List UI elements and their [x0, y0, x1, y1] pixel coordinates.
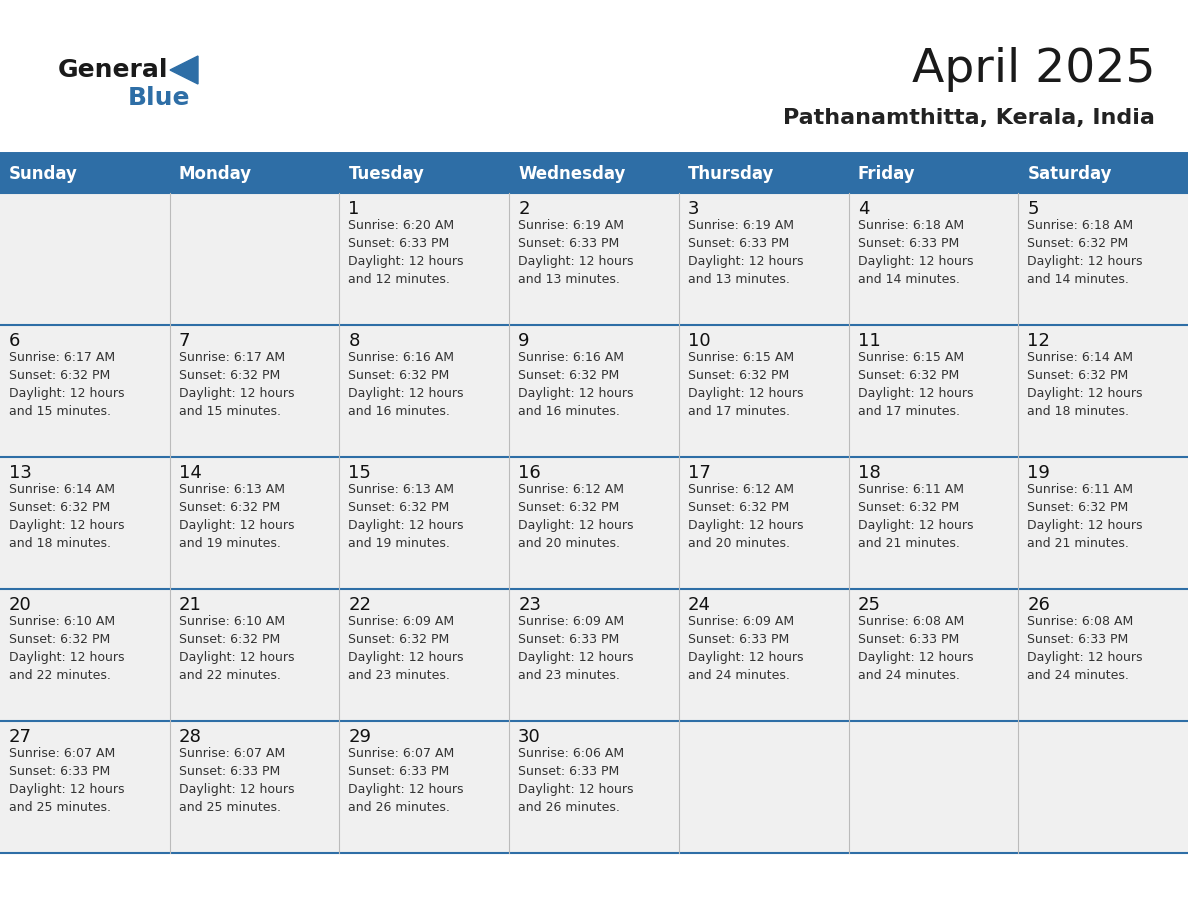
Text: 22: 22	[348, 596, 372, 614]
Text: 26: 26	[1028, 596, 1050, 614]
Text: 5: 5	[1028, 200, 1038, 218]
Polygon shape	[170, 56, 198, 84]
Text: 25: 25	[858, 596, 880, 614]
Text: 7: 7	[178, 332, 190, 350]
Text: Sunrise: 6:14 AM
Sunset: 6:32 PM
Daylight: 12 hours
and 18 minutes.: Sunrise: 6:14 AM Sunset: 6:32 PM Dayligh…	[10, 483, 125, 550]
Text: Sunrise: 6:18 AM
Sunset: 6:32 PM
Daylight: 12 hours
and 14 minutes.: Sunrise: 6:18 AM Sunset: 6:32 PM Dayligh…	[1028, 219, 1143, 286]
Text: Blue: Blue	[128, 86, 190, 110]
Text: Sunrise: 6:11 AM
Sunset: 6:32 PM
Daylight: 12 hours
and 21 minutes.: Sunrise: 6:11 AM Sunset: 6:32 PM Dayligh…	[1028, 483, 1143, 550]
Text: 12: 12	[1028, 332, 1050, 350]
Text: 17: 17	[688, 464, 710, 482]
Text: 4: 4	[858, 200, 870, 218]
Text: Sunrise: 6:06 AM
Sunset: 6:33 PM
Daylight: 12 hours
and 26 minutes.: Sunrise: 6:06 AM Sunset: 6:33 PM Dayligh…	[518, 747, 633, 814]
Text: Sunrise: 6:07 AM
Sunset: 6:33 PM
Daylight: 12 hours
and 25 minutes.: Sunrise: 6:07 AM Sunset: 6:33 PM Dayligh…	[178, 747, 295, 814]
Text: 21: 21	[178, 596, 202, 614]
Text: April 2025: April 2025	[911, 48, 1155, 93]
Text: Sunrise: 6:10 AM
Sunset: 6:32 PM
Daylight: 12 hours
and 22 minutes.: Sunrise: 6:10 AM Sunset: 6:32 PM Dayligh…	[178, 615, 295, 682]
Bar	[0, 589, 1188, 721]
Text: Sunrise: 6:09 AM
Sunset: 6:33 PM
Daylight: 12 hours
and 23 minutes.: Sunrise: 6:09 AM Sunset: 6:33 PM Dayligh…	[518, 615, 633, 682]
Text: 2: 2	[518, 200, 530, 218]
Text: 1: 1	[348, 200, 360, 218]
Text: Sunrise: 6:15 AM
Sunset: 6:32 PM
Daylight: 12 hours
and 17 minutes.: Sunrise: 6:15 AM Sunset: 6:32 PM Dayligh…	[688, 351, 803, 418]
Text: Sunrise: 6:20 AM
Sunset: 6:33 PM
Daylight: 12 hours
and 12 minutes.: Sunrise: 6:20 AM Sunset: 6:33 PM Dayligh…	[348, 219, 465, 286]
Bar	[0, 155, 170, 193]
Text: 29: 29	[348, 728, 372, 746]
Text: 3: 3	[688, 200, 700, 218]
Text: 10: 10	[688, 332, 710, 350]
Bar	[170, 155, 340, 193]
Text: Thursday: Thursday	[688, 165, 775, 183]
Text: Sunrise: 6:07 AM
Sunset: 6:33 PM
Daylight: 12 hours
and 26 minutes.: Sunrise: 6:07 AM Sunset: 6:33 PM Dayligh…	[348, 747, 465, 814]
Bar	[0, 721, 1188, 853]
Text: Monday: Monday	[178, 165, 252, 183]
Text: 27: 27	[10, 728, 32, 746]
Text: 18: 18	[858, 464, 880, 482]
Text: Wednesday: Wednesday	[518, 165, 626, 183]
Text: Friday: Friday	[858, 165, 915, 183]
Text: Sunrise: 6:12 AM
Sunset: 6:32 PM
Daylight: 12 hours
and 20 minutes.: Sunrise: 6:12 AM Sunset: 6:32 PM Dayligh…	[518, 483, 633, 550]
Text: Sunrise: 6:19 AM
Sunset: 6:33 PM
Daylight: 12 hours
and 13 minutes.: Sunrise: 6:19 AM Sunset: 6:33 PM Dayligh…	[688, 219, 803, 286]
Bar	[510, 155, 678, 193]
Text: Sunrise: 6:16 AM
Sunset: 6:32 PM
Daylight: 12 hours
and 16 minutes.: Sunrise: 6:16 AM Sunset: 6:32 PM Dayligh…	[348, 351, 465, 418]
Bar	[1018, 155, 1188, 193]
Text: Sunday: Sunday	[10, 165, 78, 183]
Text: 13: 13	[10, 464, 32, 482]
Text: Tuesday: Tuesday	[348, 165, 424, 183]
Text: General: General	[58, 58, 169, 82]
Bar	[848, 155, 1018, 193]
Text: 23: 23	[518, 596, 542, 614]
Text: Sunrise: 6:11 AM
Sunset: 6:32 PM
Daylight: 12 hours
and 21 minutes.: Sunrise: 6:11 AM Sunset: 6:32 PM Dayligh…	[858, 483, 973, 550]
Text: Sunrise: 6:12 AM
Sunset: 6:32 PM
Daylight: 12 hours
and 20 minutes.: Sunrise: 6:12 AM Sunset: 6:32 PM Dayligh…	[688, 483, 803, 550]
Text: 15: 15	[348, 464, 372, 482]
Text: 28: 28	[178, 728, 202, 746]
Text: Sunrise: 6:18 AM
Sunset: 6:33 PM
Daylight: 12 hours
and 14 minutes.: Sunrise: 6:18 AM Sunset: 6:33 PM Dayligh…	[858, 219, 973, 286]
Text: Sunrise: 6:07 AM
Sunset: 6:33 PM
Daylight: 12 hours
and 25 minutes.: Sunrise: 6:07 AM Sunset: 6:33 PM Dayligh…	[10, 747, 125, 814]
Text: 11: 11	[858, 332, 880, 350]
Bar	[340, 155, 510, 193]
Text: Sunrise: 6:17 AM
Sunset: 6:32 PM
Daylight: 12 hours
and 15 minutes.: Sunrise: 6:17 AM Sunset: 6:32 PM Dayligh…	[178, 351, 295, 418]
Text: Sunrise: 6:08 AM
Sunset: 6:33 PM
Daylight: 12 hours
and 24 minutes.: Sunrise: 6:08 AM Sunset: 6:33 PM Dayligh…	[858, 615, 973, 682]
Text: 14: 14	[178, 464, 202, 482]
Text: 19: 19	[1028, 464, 1050, 482]
Text: Sunrise: 6:09 AM
Sunset: 6:32 PM
Daylight: 12 hours
and 23 minutes.: Sunrise: 6:09 AM Sunset: 6:32 PM Dayligh…	[348, 615, 465, 682]
Bar	[0, 325, 1188, 457]
Text: Sunrise: 6:13 AM
Sunset: 6:32 PM
Daylight: 12 hours
and 19 minutes.: Sunrise: 6:13 AM Sunset: 6:32 PM Dayligh…	[178, 483, 295, 550]
Text: 24: 24	[688, 596, 710, 614]
Text: 9: 9	[518, 332, 530, 350]
Text: Sunrise: 6:17 AM
Sunset: 6:32 PM
Daylight: 12 hours
and 15 minutes.: Sunrise: 6:17 AM Sunset: 6:32 PM Dayligh…	[10, 351, 125, 418]
Text: Sunrise: 6:08 AM
Sunset: 6:33 PM
Daylight: 12 hours
and 24 minutes.: Sunrise: 6:08 AM Sunset: 6:33 PM Dayligh…	[1028, 615, 1143, 682]
Text: 20: 20	[10, 596, 32, 614]
Text: Sunrise: 6:14 AM
Sunset: 6:32 PM
Daylight: 12 hours
and 18 minutes.: Sunrise: 6:14 AM Sunset: 6:32 PM Dayligh…	[1028, 351, 1143, 418]
Text: 30: 30	[518, 728, 541, 746]
Bar	[678, 155, 848, 193]
Text: 6: 6	[10, 332, 20, 350]
Bar	[0, 193, 1188, 325]
Bar	[0, 457, 1188, 589]
Text: 8: 8	[348, 332, 360, 350]
Text: Sunrise: 6:09 AM
Sunset: 6:33 PM
Daylight: 12 hours
and 24 minutes.: Sunrise: 6:09 AM Sunset: 6:33 PM Dayligh…	[688, 615, 803, 682]
Text: Saturday: Saturday	[1028, 165, 1112, 183]
Text: Sunrise: 6:13 AM
Sunset: 6:32 PM
Daylight: 12 hours
and 19 minutes.: Sunrise: 6:13 AM Sunset: 6:32 PM Dayligh…	[348, 483, 465, 550]
Text: Sunrise: 6:15 AM
Sunset: 6:32 PM
Daylight: 12 hours
and 17 minutes.: Sunrise: 6:15 AM Sunset: 6:32 PM Dayligh…	[858, 351, 973, 418]
Text: Sunrise: 6:10 AM
Sunset: 6:32 PM
Daylight: 12 hours
and 22 minutes.: Sunrise: 6:10 AM Sunset: 6:32 PM Dayligh…	[10, 615, 125, 682]
Text: Sunrise: 6:16 AM
Sunset: 6:32 PM
Daylight: 12 hours
and 16 minutes.: Sunrise: 6:16 AM Sunset: 6:32 PM Dayligh…	[518, 351, 633, 418]
Text: Sunrise: 6:19 AM
Sunset: 6:33 PM
Daylight: 12 hours
and 13 minutes.: Sunrise: 6:19 AM Sunset: 6:33 PM Dayligh…	[518, 219, 633, 286]
Text: 16: 16	[518, 464, 541, 482]
Text: Pathanamthitta, Kerala, India: Pathanamthitta, Kerala, India	[783, 108, 1155, 128]
